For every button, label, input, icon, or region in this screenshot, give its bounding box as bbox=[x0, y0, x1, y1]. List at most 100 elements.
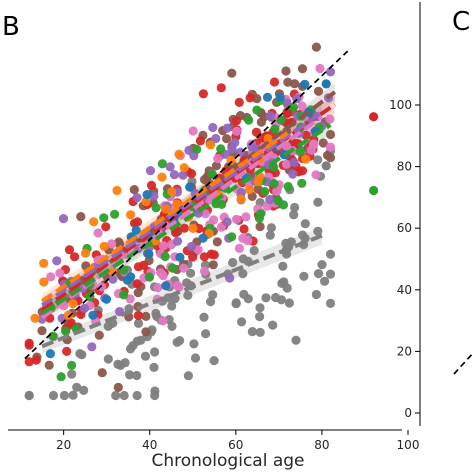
scatter-point bbox=[211, 161, 221, 171]
scatter-point bbox=[277, 278, 287, 288]
scatter-point bbox=[205, 140, 216, 150]
scatter-point bbox=[179, 163, 189, 173]
scatter-point bbox=[59, 390, 69, 401]
scatter-point bbox=[146, 180, 157, 190]
c-y-tick-label: 100 bbox=[389, 98, 412, 112]
scatter-point bbox=[237, 317, 247, 327]
scatter-point bbox=[172, 236, 183, 246]
c-y-tick-label: 20 bbox=[397, 344, 412, 358]
panel-c-identity-line bbox=[453, 351, 474, 375]
panel-c-y-ticks: 0 20 40 60 80 100 bbox=[389, 98, 420, 420]
scatter-point bbox=[193, 245, 203, 255]
scatter-point bbox=[325, 114, 335, 124]
regression-lines bbox=[40, 90, 337, 349]
scatter-point bbox=[145, 166, 156, 176]
scatter-point bbox=[325, 269, 336, 279]
scatter-point bbox=[300, 233, 310, 243]
scatter-point bbox=[213, 154, 223, 164]
scatter-point bbox=[291, 335, 301, 345]
scatter-point bbox=[72, 382, 82, 392]
scatter-point bbox=[311, 42, 321, 52]
scatter-point bbox=[265, 230, 275, 240]
scatter-point bbox=[37, 326, 47, 336]
scatter-point bbox=[297, 101, 307, 111]
scatter-point bbox=[153, 283, 163, 293]
scatter-point bbox=[161, 281, 171, 291]
scatter-points bbox=[24, 42, 379, 401]
scatter-point bbox=[238, 233, 248, 243]
scatter-point bbox=[151, 203, 161, 213]
scatter-point bbox=[216, 144, 226, 154]
scatter-point bbox=[112, 185, 122, 196]
scatter-point bbox=[313, 197, 323, 207]
scatter-point bbox=[97, 282, 107, 292]
scatter-point bbox=[44, 360, 54, 370]
scatter-point bbox=[169, 170, 179, 180]
scatter-point bbox=[132, 217, 143, 227]
scatter-point bbox=[141, 327, 151, 337]
scatter-point bbox=[283, 181, 293, 192]
scatter-point bbox=[266, 223, 276, 233]
scatter-point bbox=[255, 312, 265, 322]
scatter-point bbox=[79, 303, 90, 313]
scatter-point bbox=[190, 353, 201, 363]
scatter-point bbox=[313, 269, 324, 279]
panel-label-b: B bbox=[2, 12, 20, 42]
scatter-point bbox=[111, 390, 121, 401]
scatter-point bbox=[209, 356, 219, 366]
x-tick-label: 100 bbox=[397, 438, 420, 452]
scatter-point bbox=[174, 149, 184, 159]
scatter-point bbox=[263, 133, 273, 144]
scatter-point bbox=[178, 170, 188, 180]
scatter-point bbox=[256, 117, 266, 127]
scatter-point bbox=[222, 123, 232, 133]
scatter-point bbox=[79, 385, 89, 395]
scatter-point bbox=[249, 245, 259, 256]
scatter-point bbox=[165, 162, 175, 172]
scatter-point bbox=[94, 330, 104, 340]
c-y-tick-label: 0 bbox=[404, 406, 412, 420]
scatter-point bbox=[122, 275, 132, 285]
scatter-point bbox=[234, 243, 244, 253]
scatter-point bbox=[133, 262, 144, 272]
scatter-point bbox=[144, 249, 154, 259]
scatter-point bbox=[142, 190, 152, 200]
scatter-point bbox=[243, 294, 253, 304]
scatter-point bbox=[206, 249, 216, 259]
scatter-point-outlier bbox=[369, 112, 379, 122]
scatter-point bbox=[120, 358, 130, 368]
scatter-point bbox=[201, 329, 211, 339]
scatter-point bbox=[192, 144, 202, 154]
scatter-point bbox=[67, 369, 77, 379]
scatter-point bbox=[31, 355, 41, 365]
scatter-point bbox=[269, 179, 279, 189]
scatter-point bbox=[199, 252, 209, 262]
scatter-point bbox=[141, 197, 151, 207]
scatter-point bbox=[24, 338, 34, 348]
scatter-point bbox=[276, 115, 286, 125]
scatter-point bbox=[189, 339, 199, 349]
scatter-point bbox=[58, 214, 69, 224]
scatter-point bbox=[272, 186, 282, 196]
scatter-point bbox=[45, 349, 56, 359]
scatter-point bbox=[195, 136, 205, 146]
scatter-point bbox=[227, 144, 237, 154]
regression-line bbox=[41, 123, 332, 316]
scatter-point bbox=[184, 145, 194, 155]
scatter-point bbox=[325, 142, 336, 152]
scatter-point bbox=[119, 290, 129, 300]
scatter-point bbox=[245, 93, 255, 103]
x-axis-title: Chronological age bbox=[151, 451, 304, 471]
scatter-point bbox=[64, 245, 75, 255]
scatter-point-outlier bbox=[321, 161, 331, 171]
scatter-point bbox=[228, 257, 238, 268]
scatter-point bbox=[227, 232, 237, 242]
scatter-point bbox=[269, 77, 280, 87]
scatter-point bbox=[133, 318, 144, 328]
scatter-point bbox=[132, 370, 142, 381]
scatter-point bbox=[289, 210, 299, 220]
scatter-point bbox=[125, 344, 136, 354]
scatter-point bbox=[238, 269, 248, 279]
scatter-point bbox=[161, 204, 171, 214]
